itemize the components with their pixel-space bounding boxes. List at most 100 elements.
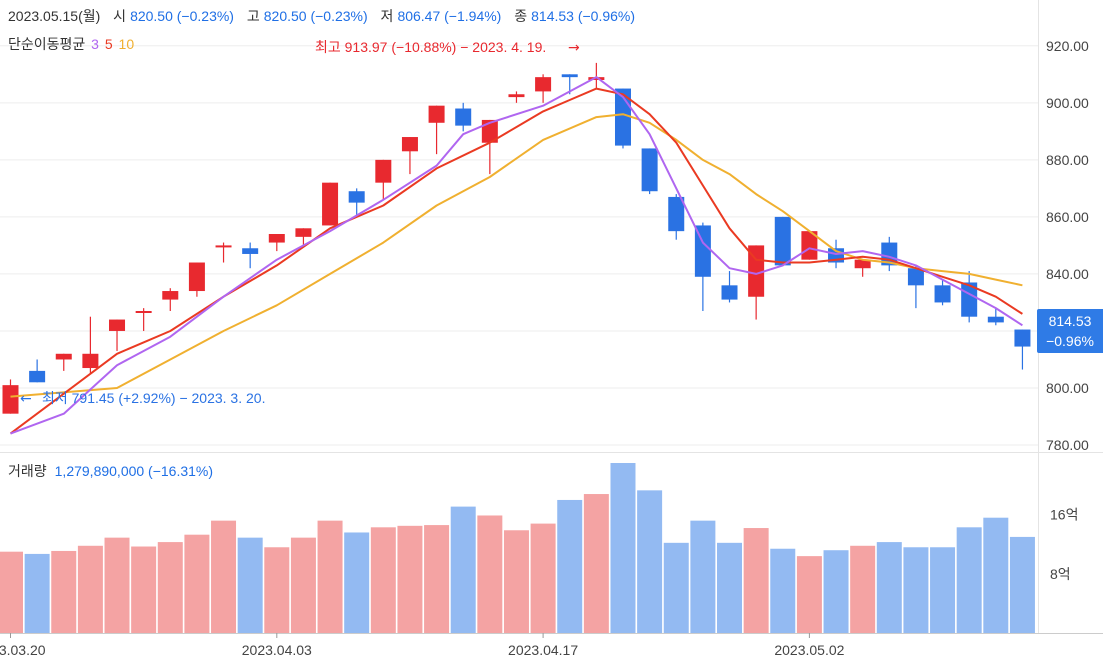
current-price-badge: 814.53 −0.96% xyxy=(1037,309,1103,353)
candle-body xyxy=(1014,329,1031,347)
candle-body xyxy=(668,196,685,232)
ma-legend[interactable]: 단순이동평균 3 5 10 xyxy=(8,34,134,54)
volume-bar xyxy=(956,527,982,633)
volume-bar xyxy=(743,528,769,633)
candle-body xyxy=(55,353,72,360)
arrow-right-icon: → xyxy=(568,40,580,56)
close-value: 814.53 (−0.96%) xyxy=(531,8,636,24)
volume-bar xyxy=(583,494,609,633)
candle-body xyxy=(188,262,205,292)
candle-body xyxy=(535,77,552,92)
volume-label: 거래량 xyxy=(8,463,47,479)
volume-bar xyxy=(1009,536,1035,633)
low-value: 806.47 (−1.94%) xyxy=(397,8,502,24)
volume-bar xyxy=(770,548,796,633)
volume-bar xyxy=(0,551,23,633)
volume-bar xyxy=(317,520,343,633)
price-tick-label: 880.00 xyxy=(1046,152,1089,168)
price-tick-label: 900.00 xyxy=(1046,95,1089,111)
grid-lines xyxy=(0,0,1103,634)
volume-bar xyxy=(237,537,263,633)
candle-body xyxy=(401,137,418,152)
price-tick-label: 860.00 xyxy=(1046,209,1089,225)
candle-body xyxy=(588,77,605,80)
volume-tick-label: 8억 xyxy=(1050,566,1071,582)
volume-bar xyxy=(131,546,157,633)
candle-body xyxy=(135,311,152,313)
price-tick-label: 800.00 xyxy=(1046,380,1089,396)
high-value: 820.50 (−0.23%) xyxy=(263,8,368,24)
ohlc-header: 2023.05.15(월) 시 820.50 (−0.23%) 고 820.50 (… xyxy=(8,6,635,26)
low-label: 저 xyxy=(380,8,394,24)
open-label: 시 xyxy=(113,8,127,24)
volume-bar xyxy=(557,499,583,633)
volume-bars xyxy=(0,463,1035,633)
ma3-line xyxy=(10,76,1023,435)
volume-bar xyxy=(983,517,1009,633)
candle-body xyxy=(29,370,46,383)
volume-bar xyxy=(930,547,956,633)
candle-body xyxy=(694,225,711,277)
candlesticks xyxy=(2,62,1031,414)
volume-bar xyxy=(717,542,743,633)
annotation-low-text: 최저 791.45 (+2.92%) − 2023. 3. 20. xyxy=(42,390,265,406)
candle-body xyxy=(242,248,259,254)
high-label: 고 xyxy=(246,8,260,24)
close-label: 종 xyxy=(514,8,528,24)
candle-body xyxy=(641,148,658,192)
volume-bar xyxy=(424,525,450,633)
volume-bar xyxy=(637,490,663,633)
candle-body xyxy=(82,353,99,369)
annotation-high-text: 최고 913.97 (−10.88%) − 2023. 4. 19. xyxy=(315,39,546,55)
volume-bar xyxy=(450,506,476,633)
ma-legend-title: 단순이동평균 xyxy=(8,36,86,52)
volume-bar xyxy=(503,530,529,633)
volume-bar xyxy=(530,523,556,633)
volume-bar xyxy=(211,520,237,633)
volume-bar xyxy=(477,515,503,633)
candle-body xyxy=(109,319,126,331)
ma10-legend: 10 xyxy=(118,36,135,52)
moving-average-lines xyxy=(9,76,1023,435)
candle-body xyxy=(295,228,312,237)
ma10-line xyxy=(10,113,1023,398)
current-change: −0.96% xyxy=(1046,333,1094,349)
x-tick-label: 2023.04.17 xyxy=(508,642,578,658)
candle-body xyxy=(455,108,472,126)
open-value: 820.50 (−0.23%) xyxy=(130,8,234,24)
ma5-line xyxy=(9,87,1023,435)
volume-bar xyxy=(344,532,370,633)
candle-body xyxy=(748,245,765,297)
candle-body xyxy=(162,291,179,300)
candle-body xyxy=(987,316,1004,323)
volume-bar xyxy=(290,537,316,633)
volume-bar xyxy=(264,547,290,633)
candle-body xyxy=(721,285,738,300)
ma3-legend: 3 xyxy=(91,36,99,52)
volume-bar xyxy=(823,550,849,633)
current-price: 814.53 xyxy=(1048,313,1092,329)
volume-tick-label: 16억 xyxy=(1050,507,1078,523)
x-tick-label: 2023.05.02 xyxy=(774,642,844,658)
volume-bar xyxy=(51,550,77,633)
volume-bar xyxy=(663,542,689,633)
candle-body xyxy=(801,231,818,260)
volume-bar xyxy=(850,545,876,633)
price-tick-label: 840.00 xyxy=(1046,266,1089,282)
candle-body xyxy=(561,74,578,78)
volume-bar xyxy=(24,553,50,633)
candle-body xyxy=(774,216,791,266)
candle-body xyxy=(481,119,498,143)
candle-body xyxy=(428,105,445,123)
arrow-left-icon: ← xyxy=(20,391,32,407)
header-date: 2023.05.15(월) xyxy=(8,8,101,24)
volume-bar xyxy=(370,527,396,633)
annotation-high: 최고 913.97 (−10.88%) − 2023. 4. 19. → xyxy=(315,39,580,56)
volume-bar xyxy=(157,542,183,633)
annotation-low: ← 최저 791.45 (+2.92%) − 2023. 3. 20. xyxy=(20,390,265,407)
volume-legend: 거래량 1,279,890,000 (−16.31%) xyxy=(8,461,213,481)
volume-bar xyxy=(690,520,716,633)
axis-labels: 920.00900.00880.00860.00840.00820.00800.… xyxy=(0,38,1089,658)
candle-body xyxy=(2,385,19,414)
